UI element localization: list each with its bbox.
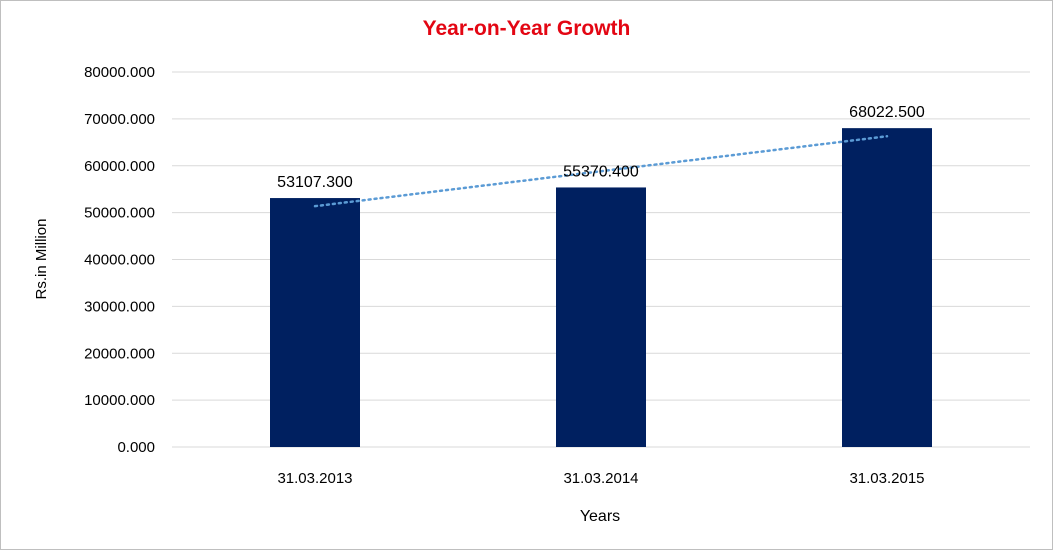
data-labels: 53107.300 55370.400 68022.500	[277, 104, 925, 191]
x-axis-title: Years	[580, 508, 620, 525]
y-tick-label: 70000.000	[84, 111, 155, 128]
x-tick-label: 31.03.2015	[849, 470, 924, 487]
trendline	[313, 135, 889, 208]
data-label: 68022.500	[849, 104, 925, 121]
y-tick-label: 40000.000	[84, 252, 155, 269]
chart-title: Year-on-Year Growth	[422, 17, 631, 40]
y-tick-label: 10000.000	[84, 392, 155, 409]
y-tick-label: 60000.000	[84, 158, 155, 175]
data-label: 53107.300	[277, 174, 353, 191]
y-tick-label: 20000.000	[84, 345, 155, 362]
x-tick-label: 31.03.2014	[563, 470, 638, 487]
bar	[270, 198, 360, 447]
bars	[270, 128, 932, 448]
trendline-group	[313, 135, 889, 208]
bar	[556, 187, 646, 448]
y-tick-label: 0.000	[117, 439, 155, 456]
y-axis-title: Rs.in Million	[33, 219, 50, 300]
bar	[842, 128, 932, 447]
data-label: 55370.400	[563, 163, 639, 180]
y-axis-ticks: 0.000 10000.000 20000.000 30000.000 40000.00…	[84, 64, 155, 456]
y-tick-label: 50000.000	[84, 205, 155, 222]
y-tick-label: 30000.000	[84, 298, 155, 315]
x-tick-label: 31.03.2013	[277, 470, 352, 487]
y-tick-label: 80000.000	[84, 64, 155, 81]
x-axis-ticks: 31.03.2013 31.03.2014 31.03.2015	[277, 470, 924, 487]
